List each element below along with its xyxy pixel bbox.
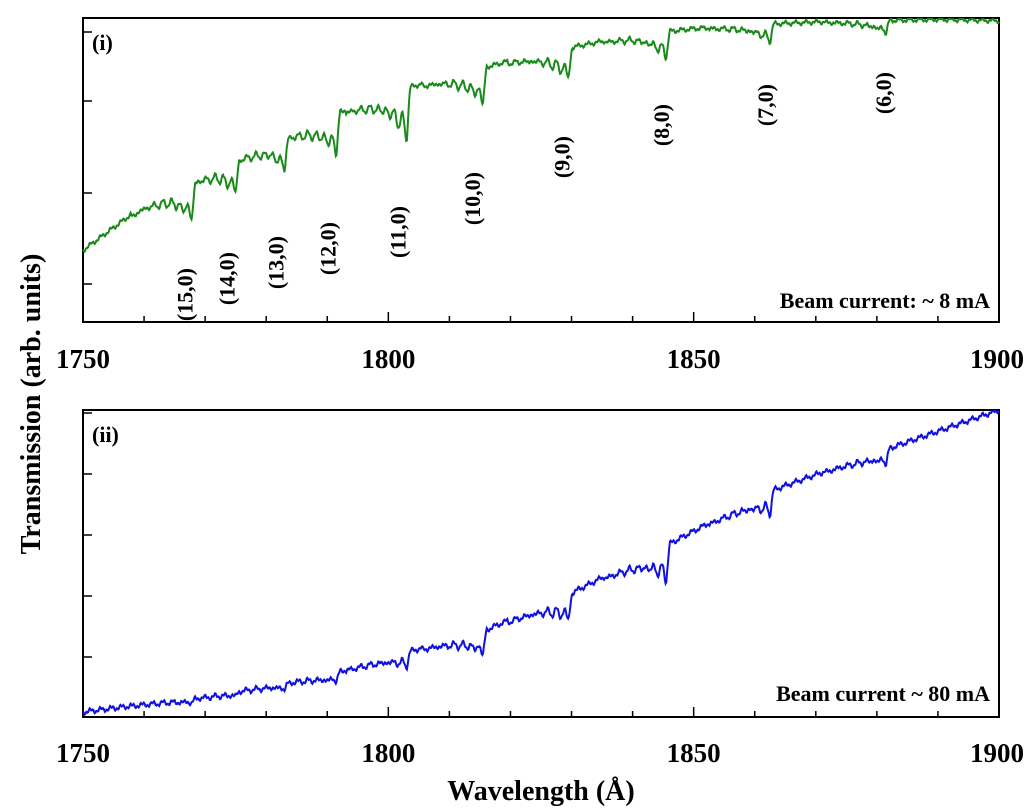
- band-label: (11,0): [386, 206, 411, 258]
- panel-ii: 1750 1800 1850 1900 (ii) Beam current ~ 80 …: [56, 409, 1024, 768]
- x-tick-label: 1800: [361, 344, 415, 374]
- panel-i-beam-current: Beam current: ~ 8 mA: [780, 288, 990, 313]
- x-tick-label: 1750: [56, 344, 110, 374]
- band-label: (8,0): [649, 104, 674, 146]
- band-label: (9,0): [550, 136, 575, 178]
- x-tick-label: 1850: [667, 738, 721, 768]
- panel-i-label: (i): [92, 30, 113, 55]
- x-axis-title: Wavelength (Å): [447, 776, 634, 807]
- band-label: (7,0): [753, 84, 778, 126]
- band-label: (12,0): [315, 222, 340, 275]
- band-label: (13,0): [264, 236, 289, 289]
- band-label: (15,0): [173, 268, 198, 321]
- x-tick-label: 1850: [667, 344, 721, 374]
- panel-i: 1750 1800 1850 1900 (i) Beam current: ~ 8 m…: [56, 17, 1024, 374]
- panel-i-transmission-line: [82, 17, 1000, 254]
- panel-i-frame: [82, 17, 1000, 323]
- x-tick-label: 1900: [970, 738, 1024, 768]
- band-label: (6,0): [871, 72, 896, 114]
- y-axis-title: Transmission (arb. units): [16, 254, 47, 555]
- x-tick-label: 1750: [56, 738, 110, 768]
- panel-ii-transmission-line: [82, 409, 1000, 717]
- panel-ii-label: (ii): [92, 422, 119, 447]
- band-label: (10,0): [460, 172, 485, 225]
- band-label: (14,0): [215, 252, 240, 305]
- x-tick-label: 1900: [970, 344, 1024, 374]
- x-tick-label: 1800: [361, 738, 415, 768]
- panel-ii-frame: [82, 409, 1000, 718]
- panel-ii-beam-current: Beam current ~ 80 mA: [776, 681, 990, 706]
